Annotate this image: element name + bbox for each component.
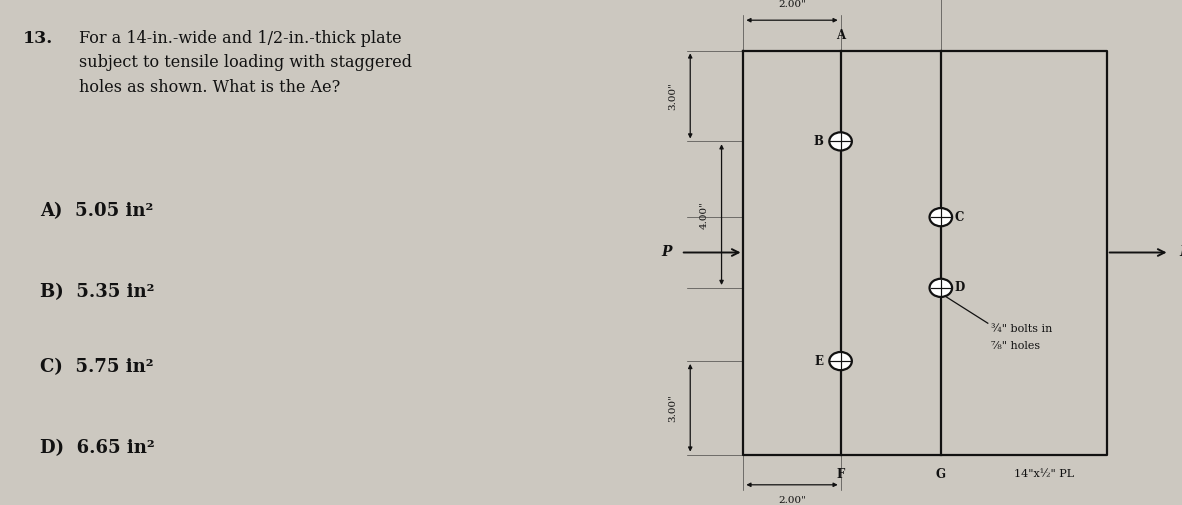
- Text: 2.00": 2.00": [778, 0, 806, 9]
- Text: F: F: [837, 468, 845, 481]
- Text: D)  6.65 in²: D) 6.65 in²: [40, 439, 155, 458]
- Circle shape: [929, 208, 952, 226]
- Text: ¾" bolts in: ¾" bolts in: [991, 324, 1052, 334]
- Text: G: G: [936, 468, 946, 481]
- Text: A: A: [836, 29, 845, 42]
- Text: C)  5.75 in²: C) 5.75 in²: [40, 359, 154, 377]
- Text: B)  5.35 in²: B) 5.35 in²: [40, 283, 154, 301]
- Text: C: C: [955, 211, 965, 224]
- Text: 4.00": 4.00": [700, 200, 708, 229]
- Text: ⅞" holes: ⅞" holes: [991, 341, 1040, 351]
- Text: 3.00": 3.00": [668, 82, 677, 110]
- Text: B: B: [813, 135, 824, 148]
- Text: P: P: [661, 245, 671, 260]
- Text: 3.00": 3.00": [668, 394, 677, 422]
- Text: D: D: [955, 281, 965, 294]
- Text: 2.00": 2.00": [778, 496, 806, 505]
- Circle shape: [830, 132, 852, 150]
- Text: P: P: [1178, 245, 1182, 260]
- Text: A)  5.05 in²: A) 5.05 in²: [40, 202, 154, 220]
- Text: For a 14-in.-wide and 1/2-in.-thick plate
subject to tensile loading with stagge: For a 14-in.-wide and 1/2-in.-thick plat…: [79, 30, 413, 95]
- Text: E: E: [814, 355, 823, 368]
- Circle shape: [830, 352, 852, 370]
- Text: 13.: 13.: [22, 30, 53, 47]
- Circle shape: [929, 279, 952, 297]
- Text: 14"x½" PL: 14"x½" PL: [1014, 469, 1074, 479]
